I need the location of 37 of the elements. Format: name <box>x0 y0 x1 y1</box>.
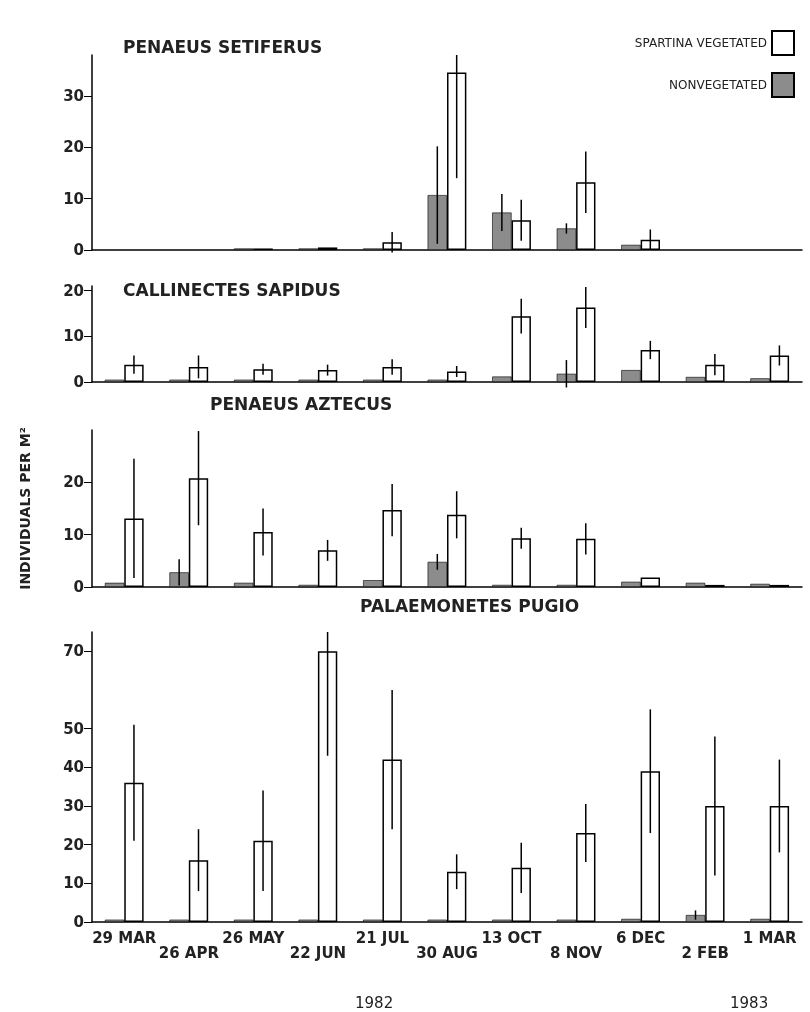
y-tick-label: 10 <box>63 189 84 208</box>
x-tick-label: 21 JUL <box>355 928 410 947</box>
chart-title: PALAEMONETES PUGIO <box>360 595 580 616</box>
x-tick-label: 8 NOV <box>550 943 603 962</box>
y-tick-label: 10 <box>63 525 84 544</box>
legend-label: SPARTINA VEGETATED <box>634 36 767 50</box>
x-tick-label: 30 AUG <box>416 943 478 962</box>
y-tick-label: 10 <box>63 327 84 346</box>
chart-title: PENAEUS AZTECUS <box>210 393 393 414</box>
x-tick-label: 26 MAY <box>222 928 286 947</box>
y-tick-label: 0 <box>73 913 84 931</box>
x-tick-label: 26 APR <box>158 943 220 962</box>
x-tick-label: 1 MAR <box>742 928 798 947</box>
legend-label: NONVEGETATED <box>669 78 767 92</box>
y-tick-label: 40 <box>63 758 84 777</box>
y-tick-label: 10 <box>63 874 84 893</box>
x-tick-label: 29 MAR <box>92 928 157 947</box>
y-tick-label: 0 <box>73 373 84 391</box>
x-tick-label: 22 JUN <box>289 943 347 962</box>
text: 1982 <box>355 993 394 1012</box>
y-axis-title: INDIVIDUALS PER M² <box>17 427 33 590</box>
x-tick-label: 6 DEC <box>615 928 666 947</box>
chart-title: PENAEUS SETIFERUS <box>123 36 323 57</box>
y-tick-label: 0 <box>73 578 84 596</box>
x-tick-label: 2 FEB <box>681 943 729 962</box>
y-tick-label: 20 <box>63 835 84 854</box>
y-tick-label: 30 <box>63 87 84 106</box>
y-tick-label: 20 <box>63 473 84 492</box>
text: 1983 <box>730 993 769 1012</box>
y-tick-label: 20 <box>63 138 84 157</box>
chart-title: CALLINECTES SAPIDUS <box>123 279 341 300</box>
y-tick-label: 50 <box>63 719 84 738</box>
y-tick-label: 30 <box>63 797 84 815</box>
y-tick-label: 0 <box>73 241 84 259</box>
y-tick-label: 20 <box>63 281 84 300</box>
x-tick-label: 13 OCT <box>481 928 543 947</box>
y-tick-label: 70 <box>63 642 84 661</box>
